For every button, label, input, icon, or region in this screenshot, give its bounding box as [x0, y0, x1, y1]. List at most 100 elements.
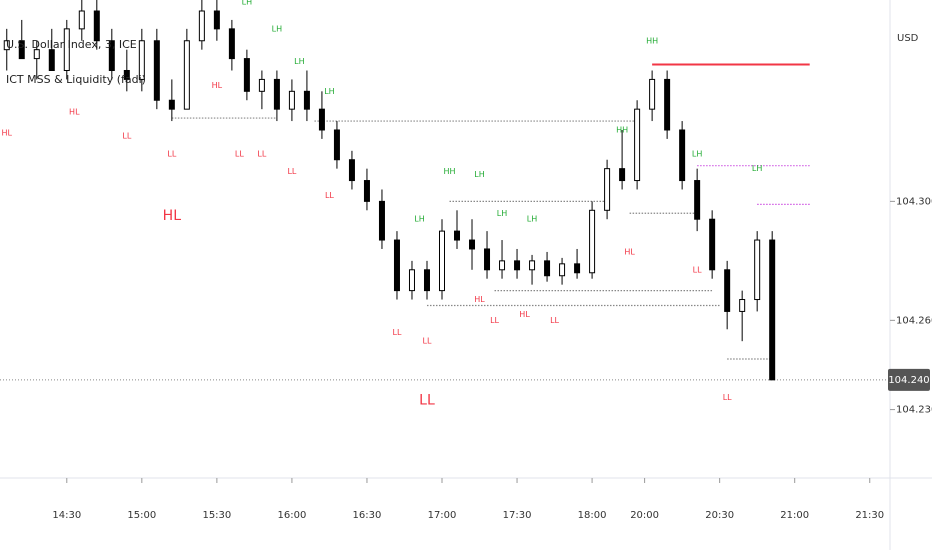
candle-body — [288, 90, 295, 110]
candle-body — [318, 108, 325, 131]
y-tick-label: 104.300 — [896, 196, 932, 207]
swing-label: LH — [272, 24, 282, 33]
candle-body — [454, 230, 461, 241]
plot-area: HL HL LL HL LH LH LH LH LL LL LL LL LL HL LL LL LL LH HH LH… — [0, 0, 890, 409]
candle-body — [18, 40, 25, 60]
x-tick-label: 16:30 — [353, 510, 382, 521]
swing-label: LH — [752, 164, 762, 173]
swing-label: LL — [550, 316, 559, 325]
candle-body — [754, 239, 761, 301]
y-axis-label: USD — [897, 33, 919, 44]
candle-body — [33, 49, 40, 60]
swing-label: HL — [519, 310, 530, 319]
x-tick-label: 20:30 — [705, 510, 734, 521]
x-tick-label: 14:30 — [52, 510, 81, 521]
candle-body — [559, 263, 566, 277]
candle-body — [408, 269, 415, 292]
swing-label: LL — [723, 393, 732, 402]
candle-body — [258, 78, 265, 92]
candle-body — [664, 78, 671, 131]
candle-body — [108, 40, 115, 71]
candle-body — [604, 168, 611, 211]
x-tick-label: 21:30 — [855, 510, 884, 521]
candle-body — [378, 200, 385, 241]
candle-body — [243, 58, 250, 92]
x-tick-label: 17:30 — [503, 510, 532, 521]
swing-label: LH — [414, 215, 424, 224]
candle-body — [228, 28, 235, 60]
candle-body — [544, 260, 551, 277]
swing-label: LL — [423, 337, 432, 346]
chart-title: U.S. Dollar Index, 3, ICE — [6, 38, 137, 51]
candle-body — [529, 260, 536, 271]
swing-label: LL — [257, 149, 266, 158]
candle-body — [93, 10, 100, 42]
swing-label: LH — [294, 57, 304, 66]
candle-body — [393, 239, 400, 292]
x-tick-label: 15:00 — [127, 510, 156, 521]
swing-label: HL — [2, 128, 13, 137]
swing-label: LL — [287, 167, 296, 176]
x-tick-label: 15:30 — [202, 510, 231, 521]
swing-label: HL — [212, 81, 223, 90]
swing-label: HL — [163, 208, 182, 224]
candle-body — [183, 40, 190, 110]
candle-body — [138, 40, 145, 80]
swing-label: HH — [616, 125, 628, 134]
candle-body — [168, 99, 175, 110]
swing-label: LL — [490, 316, 499, 325]
x-tick-label: 17:00 — [428, 510, 457, 521]
candle-body — [423, 269, 430, 292]
candle-body — [709, 218, 716, 271]
candle-body — [123, 69, 130, 80]
swing-label: LL — [393, 328, 402, 337]
candle-body — [739, 299, 746, 312]
swing-label: HH — [443, 167, 455, 176]
candle-body — [348, 159, 355, 182]
price-tag — [888, 368, 930, 391]
candle-body — [724, 269, 731, 312]
x-tick-label: 16:00 — [277, 510, 306, 521]
x-tick-label: 18:00 — [578, 510, 607, 521]
swing-label: LL — [693, 265, 702, 274]
candle-body — [679, 129, 686, 182]
swing-label: LH — [242, 0, 252, 7]
swing-label: LL — [325, 191, 334, 200]
y-tick-label: 104.260 — [896, 315, 932, 326]
y-tick-label: 104.230 — [896, 405, 932, 416]
x-tick-label: 21:00 — [780, 510, 809, 521]
candle-body — [619, 168, 626, 182]
swing-label: LL — [235, 149, 244, 158]
swing-label: LH — [527, 215, 537, 224]
x-tick-label: 20:00 — [630, 510, 659, 521]
candle-body — [634, 108, 641, 182]
indicator-name: ICT MSS & Liquidity (fadi) — [6, 73, 146, 86]
candle-body — [333, 129, 340, 161]
candle-body — [438, 230, 445, 292]
swing-label: HH — [646, 36, 658, 45]
candle-body — [769, 239, 776, 381]
swing-label: LH — [692, 149, 702, 158]
swing-label: LH — [497, 209, 507, 218]
candle-body — [48, 49, 55, 71]
candle-body — [589, 209, 596, 274]
swing-label: LL — [167, 149, 176, 158]
candle-body — [213, 10, 220, 30]
candle-body — [574, 263, 581, 274]
swing-label: LL — [419, 393, 435, 409]
candle-body — [153, 40, 160, 101]
price-tag-label: 104.240 — [888, 375, 929, 386]
candle-body — [363, 180, 370, 202]
candle-body — [63, 28, 70, 71]
candle-body — [198, 10, 205, 42]
swing-label: HL — [474, 295, 485, 304]
candle-body — [3, 40, 10, 51]
candle-body — [694, 180, 701, 220]
candle-body — [649, 78, 656, 110]
swing-label: HL — [69, 108, 80, 117]
swing-label: HL — [624, 247, 635, 256]
swing-label: LL — [122, 131, 131, 140]
candle-body — [499, 260, 506, 271]
swing-label: LH — [474, 170, 484, 179]
